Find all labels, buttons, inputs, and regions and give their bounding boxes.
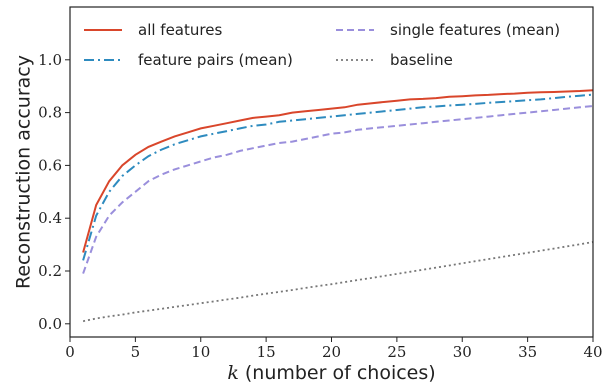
legend: all features single features (mean) featur… <box>84 21 560 69</box>
y-axis-title: Reconstruction accuracy <box>13 55 35 289</box>
legend-label: baseline <box>390 51 453 69</box>
x-axis-label: (number of choices) <box>239 362 436 384</box>
y-tick-label: 0.8 <box>38 104 62 122</box>
x-tick-label: 5 <box>131 343 141 361</box>
x-tick-label: 25 <box>387 343 406 361</box>
series-line-2 <box>82 105 594 274</box>
x-axis-variable: k <box>227 362 239 384</box>
series-line-1 <box>82 93 594 261</box>
x-axis-title: k (number of choices) <box>227 362 435 384</box>
x-tick-label: 15 <box>257 343 276 361</box>
series-layer <box>82 89 594 323</box>
legend-label: single features (mean) <box>390 21 560 39</box>
x-tick-label: 20 <box>322 343 341 361</box>
y-tick-label: 0.6 <box>38 156 62 174</box>
x-tick-label: 10 <box>191 343 210 361</box>
plot-frame <box>69 6 594 338</box>
x-tick-label: 0 <box>65 343 75 361</box>
series-line-0 <box>82 89 594 253</box>
legend-label: feature pairs (mean) <box>138 51 293 69</box>
y-tick-label: 0.2 <box>38 262 62 280</box>
ticks-layer: 0 5 10 15 20 25 30 35 40 0.0 0.2 0.4 0.6 0.8 1.0 <box>38 51 602 361</box>
x-tick-label: 40 <box>583 343 602 361</box>
y-tick-label: 0.4 <box>38 209 62 227</box>
y-tick-label: 1.0 <box>38 51 62 69</box>
series-line-3 <box>82 241 594 323</box>
x-tick-label: 30 <box>453 343 472 361</box>
x-tick-label: 35 <box>518 343 537 361</box>
legend-label: all features <box>138 21 222 39</box>
y-tick-label: 0.0 <box>38 315 62 333</box>
